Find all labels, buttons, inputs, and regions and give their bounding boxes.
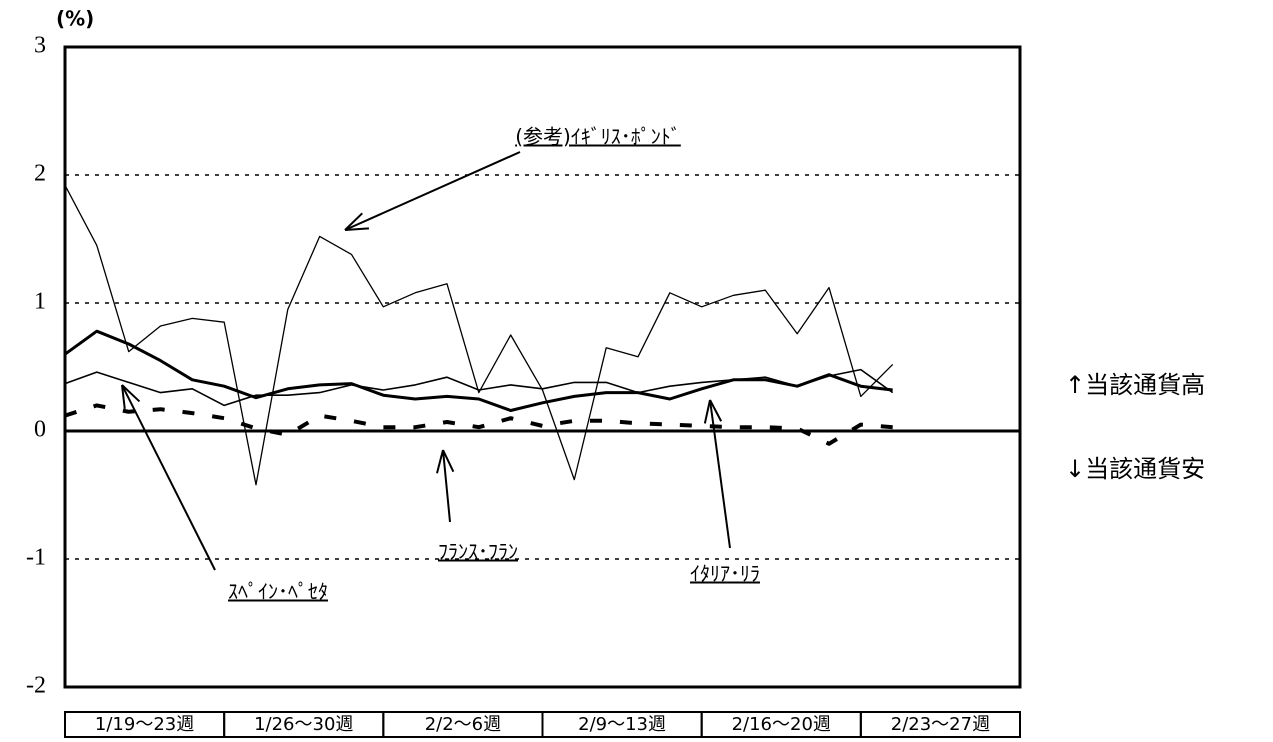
y-tick-label: 0 bbox=[34, 417, 46, 443]
x-group-label: 2/2～6週 bbox=[425, 714, 501, 735]
arrow bbox=[344, 151, 521, 231]
x-group-label: 1/26～30週 bbox=[254, 714, 353, 735]
arrow bbox=[121, 384, 216, 571]
x-group-label: 2/9～13週 bbox=[578, 714, 666, 735]
arrow-head bbox=[121, 384, 141, 403]
x-group-label: 2/23～27週 bbox=[891, 714, 990, 735]
arrow-head bbox=[121, 384, 126, 409]
arrow-head bbox=[436, 449, 444, 474]
arrow bbox=[709, 399, 731, 549]
x-group-label: 2/16～20週 bbox=[732, 714, 831, 735]
annotation: ↓当該通貨安 bbox=[1065, 455, 1205, 483]
y-tick-label: 1 bbox=[34, 289, 46, 315]
series-line bbox=[64, 329, 893, 412]
y-tick-label: -1 bbox=[26, 545, 46, 571]
series-label: ﾌﾗﾝｽ･ﾌﾗﾝ bbox=[438, 540, 518, 564]
plot-frame bbox=[63, 45, 1022, 689]
annotation: ↑当該通貨高 bbox=[1065, 371, 1205, 399]
series-line bbox=[64, 368, 894, 407]
series-label: (参考)ｲｷﾞﾘｽ･ﾎﾟﾝﾄﾞ bbox=[515, 125, 681, 149]
y-tick-label: 2 bbox=[34, 161, 46, 187]
series-line bbox=[64, 184, 894, 486]
series-label: ｽﾍﾟｲﾝ･ﾍﾟｾﾀ bbox=[228, 580, 328, 604]
y-tick-label: -2 bbox=[26, 673, 46, 699]
arrow-head bbox=[344, 227, 370, 231]
arrow-head bbox=[442, 449, 455, 473]
arrow bbox=[442, 449, 451, 523]
arrow-head bbox=[709, 399, 723, 422]
arrow-head bbox=[703, 399, 711, 424]
x-group-label: 1/19～23週 bbox=[95, 714, 194, 735]
arrow-head bbox=[344, 212, 363, 231]
unit-label: (%) bbox=[56, 7, 94, 31]
y-tick-label: 3 bbox=[34, 33, 46, 59]
series-line bbox=[64, 403, 893, 446]
series-label: ｲﾀﾘｱ･ﾘﾗ bbox=[690, 562, 760, 586]
group-box bbox=[859, 711, 1021, 738]
